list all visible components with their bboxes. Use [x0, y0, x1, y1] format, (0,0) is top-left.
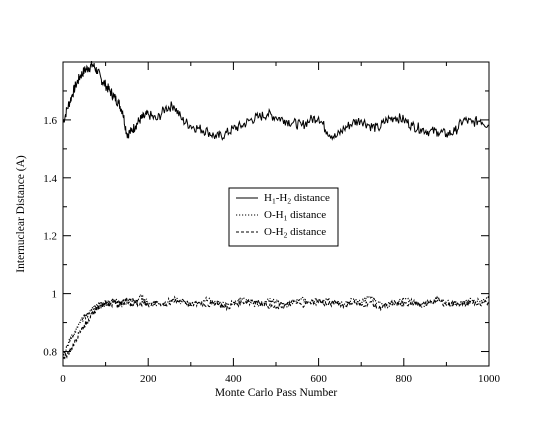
x-tick-label: 800 — [396, 373, 413, 385]
legend: H1-H2 distance O-H1 distance O-H2 distance — [228, 187, 339, 247]
y-axis: 0.8 1 1.2 1.4 1.6 — [43, 90, 489, 359]
x-tick-label: 400 — [225, 373, 242, 385]
y-tick-label: 1 — [52, 289, 58, 301]
series-line-1 — [62, 60, 490, 141]
x-axis: 0 200 400 600 800 1000 — [60, 62, 501, 385]
y-tick-label: 1.6 — [43, 115, 57, 127]
legend-label: O-H2 distance — [264, 226, 326, 240]
x-axis-title: Monte Carlo Pass Number — [215, 387, 338, 399]
x-tick-label: 0 — [60, 373, 66, 385]
series-layer — [62, 60, 490, 360]
x-tick-label: 600 — [310, 373, 327, 385]
y-axis-title: Internuclear Distance (A) — [15, 155, 27, 273]
series-line-3 — [62, 295, 490, 360]
series-line-2 — [62, 293, 490, 356]
x-tick-label: 200 — [140, 373, 157, 385]
x-tick-label: 1000 — [478, 373, 501, 385]
y-tick-label: 1.2 — [43, 231, 57, 243]
legend-label: H1-H2 distance — [264, 192, 330, 206]
legend-label: O-H1 distance — [264, 209, 326, 223]
y-tick-label: 1.4 — [43, 173, 57, 185]
y-tick-label: 0.8 — [43, 347, 57, 359]
